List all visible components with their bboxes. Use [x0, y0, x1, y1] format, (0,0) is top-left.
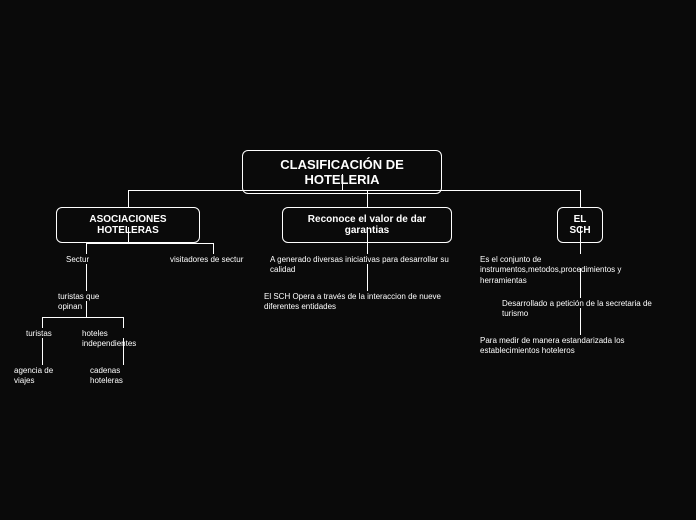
leaf-node: agencia de viajes: [14, 366, 72, 387]
connector-line: [128, 190, 581, 191]
connector-line: [42, 338, 43, 365]
connector-line: [128, 190, 129, 207]
leaf-node: El SCH Opera a través de la interaccion …: [264, 292, 462, 313]
connector-line: [580, 190, 581, 207]
connector-line: [367, 190, 368, 207]
connector-line: [42, 317, 43, 328]
connector-line: [123, 317, 124, 328]
connector-line: [342, 174, 343, 190]
connector-line: [42, 317, 124, 318]
leaf-node: Es el conjunto de instrumentos,metodos,p…: [480, 255, 670, 286]
connector-line: [123, 338, 124, 365]
connector-line: [580, 308, 581, 335]
connector-line: [86, 264, 87, 291]
connector-line: [580, 227, 581, 254]
connector-line: [86, 301, 87, 317]
connector-line: [86, 243, 87, 254]
leaf-node: A generado diversas iniciativas para des…: [270, 255, 466, 276]
leaf-node: cadenas hoteleras: [90, 366, 152, 387]
connector-line: [128, 227, 129, 243]
connector-line: [580, 268, 581, 298]
leaf-node: visitadores de sectur: [170, 255, 258, 265]
connector-line: [86, 243, 214, 244]
connector-line: [213, 243, 214, 254]
leaf-node: turistas que opinan: [58, 292, 118, 313]
leaf-node: Para medir de manera estandarizada los e…: [480, 336, 666, 357]
leaf-node: Desarrollado a petición de la secretaria…: [502, 299, 662, 320]
connector-line: [367, 227, 368, 254]
connector-line: [367, 264, 368, 291]
leaf-node: turistas: [26, 329, 60, 339]
